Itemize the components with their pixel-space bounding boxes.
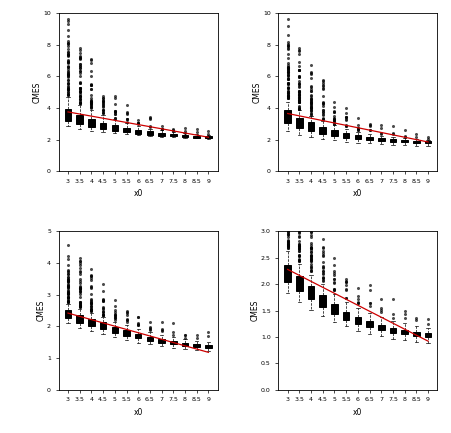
PathPatch shape xyxy=(111,327,118,333)
X-axis label: x0: x0 xyxy=(133,190,143,198)
PathPatch shape xyxy=(401,330,408,334)
PathPatch shape xyxy=(343,312,350,320)
PathPatch shape xyxy=(123,330,130,336)
PathPatch shape xyxy=(308,122,314,131)
PathPatch shape xyxy=(147,336,153,341)
PathPatch shape xyxy=(76,115,83,124)
PathPatch shape xyxy=(331,130,338,136)
PathPatch shape xyxy=(182,135,189,137)
PathPatch shape xyxy=(111,126,118,131)
X-axis label: x0: x0 xyxy=(133,408,143,417)
PathPatch shape xyxy=(100,322,106,329)
PathPatch shape xyxy=(193,344,200,347)
X-axis label: x0: x0 xyxy=(353,190,363,198)
PathPatch shape xyxy=(413,332,420,336)
Y-axis label: CMES: CMES xyxy=(37,300,46,321)
PathPatch shape xyxy=(135,334,142,339)
PathPatch shape xyxy=(425,141,432,143)
PathPatch shape xyxy=(76,315,83,323)
PathPatch shape xyxy=(425,333,432,337)
PathPatch shape xyxy=(319,295,326,307)
PathPatch shape xyxy=(390,139,396,142)
PathPatch shape xyxy=(308,286,314,300)
PathPatch shape xyxy=(158,132,165,136)
PathPatch shape xyxy=(343,133,350,138)
PathPatch shape xyxy=(170,134,177,136)
PathPatch shape xyxy=(100,123,106,129)
PathPatch shape xyxy=(390,328,396,333)
PathPatch shape xyxy=(205,345,212,348)
PathPatch shape xyxy=(158,339,165,343)
PathPatch shape xyxy=(123,128,130,132)
PathPatch shape xyxy=(378,138,385,141)
PathPatch shape xyxy=(193,136,200,138)
PathPatch shape xyxy=(205,136,212,138)
PathPatch shape xyxy=(285,265,291,281)
PathPatch shape xyxy=(354,135,361,139)
PathPatch shape xyxy=(170,341,177,344)
PathPatch shape xyxy=(88,119,95,127)
PathPatch shape xyxy=(378,325,385,330)
PathPatch shape xyxy=(296,276,303,291)
PathPatch shape xyxy=(366,137,373,140)
PathPatch shape xyxy=(64,109,71,121)
X-axis label: x0: x0 xyxy=(353,408,363,417)
PathPatch shape xyxy=(135,129,142,134)
Y-axis label: CMES: CMES xyxy=(250,300,259,321)
PathPatch shape xyxy=(319,126,326,134)
PathPatch shape xyxy=(64,310,71,317)
PathPatch shape xyxy=(413,141,420,143)
PathPatch shape xyxy=(296,118,303,128)
PathPatch shape xyxy=(285,110,291,123)
PathPatch shape xyxy=(401,140,408,142)
Y-axis label: CMES: CMES xyxy=(253,81,262,103)
PathPatch shape xyxy=(331,304,338,314)
PathPatch shape xyxy=(366,321,373,327)
PathPatch shape xyxy=(147,131,153,135)
Y-axis label: CMES: CMES xyxy=(33,81,42,103)
PathPatch shape xyxy=(88,319,95,326)
PathPatch shape xyxy=(182,343,189,346)
PathPatch shape xyxy=(354,317,361,324)
